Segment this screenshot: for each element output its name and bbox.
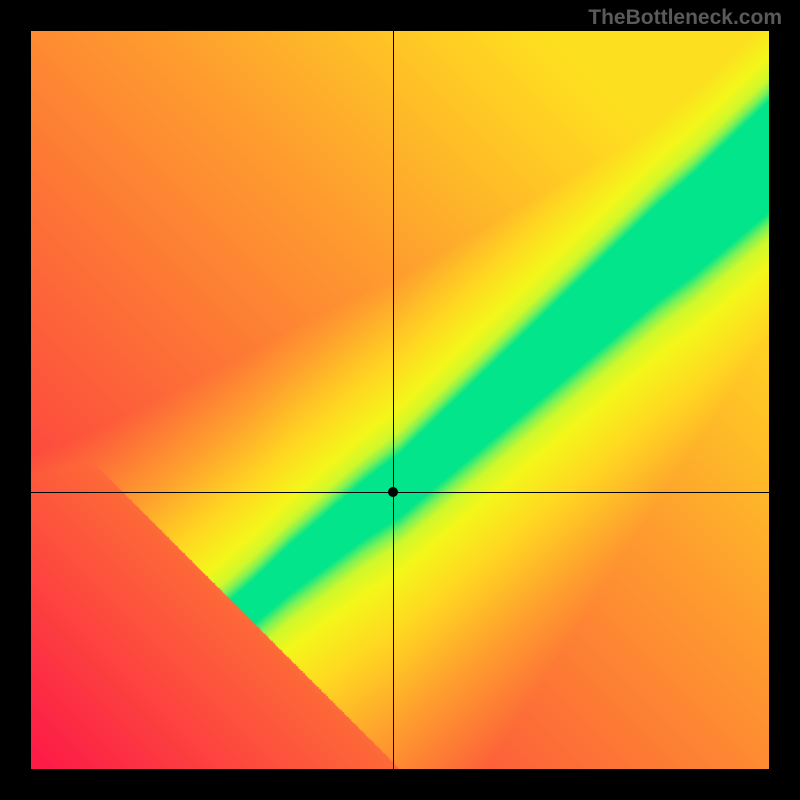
crosshair-vertical	[393, 31, 394, 769]
heatmap-plot	[31, 31, 769, 769]
watermark-text: TheBottleneck.com	[588, 6, 782, 30]
heatmap-canvas	[31, 31, 769, 769]
marker-dot	[388, 487, 398, 497]
crosshair-horizontal	[31, 492, 769, 493]
chart-container: TheBottleneck.com	[0, 0, 800, 800]
